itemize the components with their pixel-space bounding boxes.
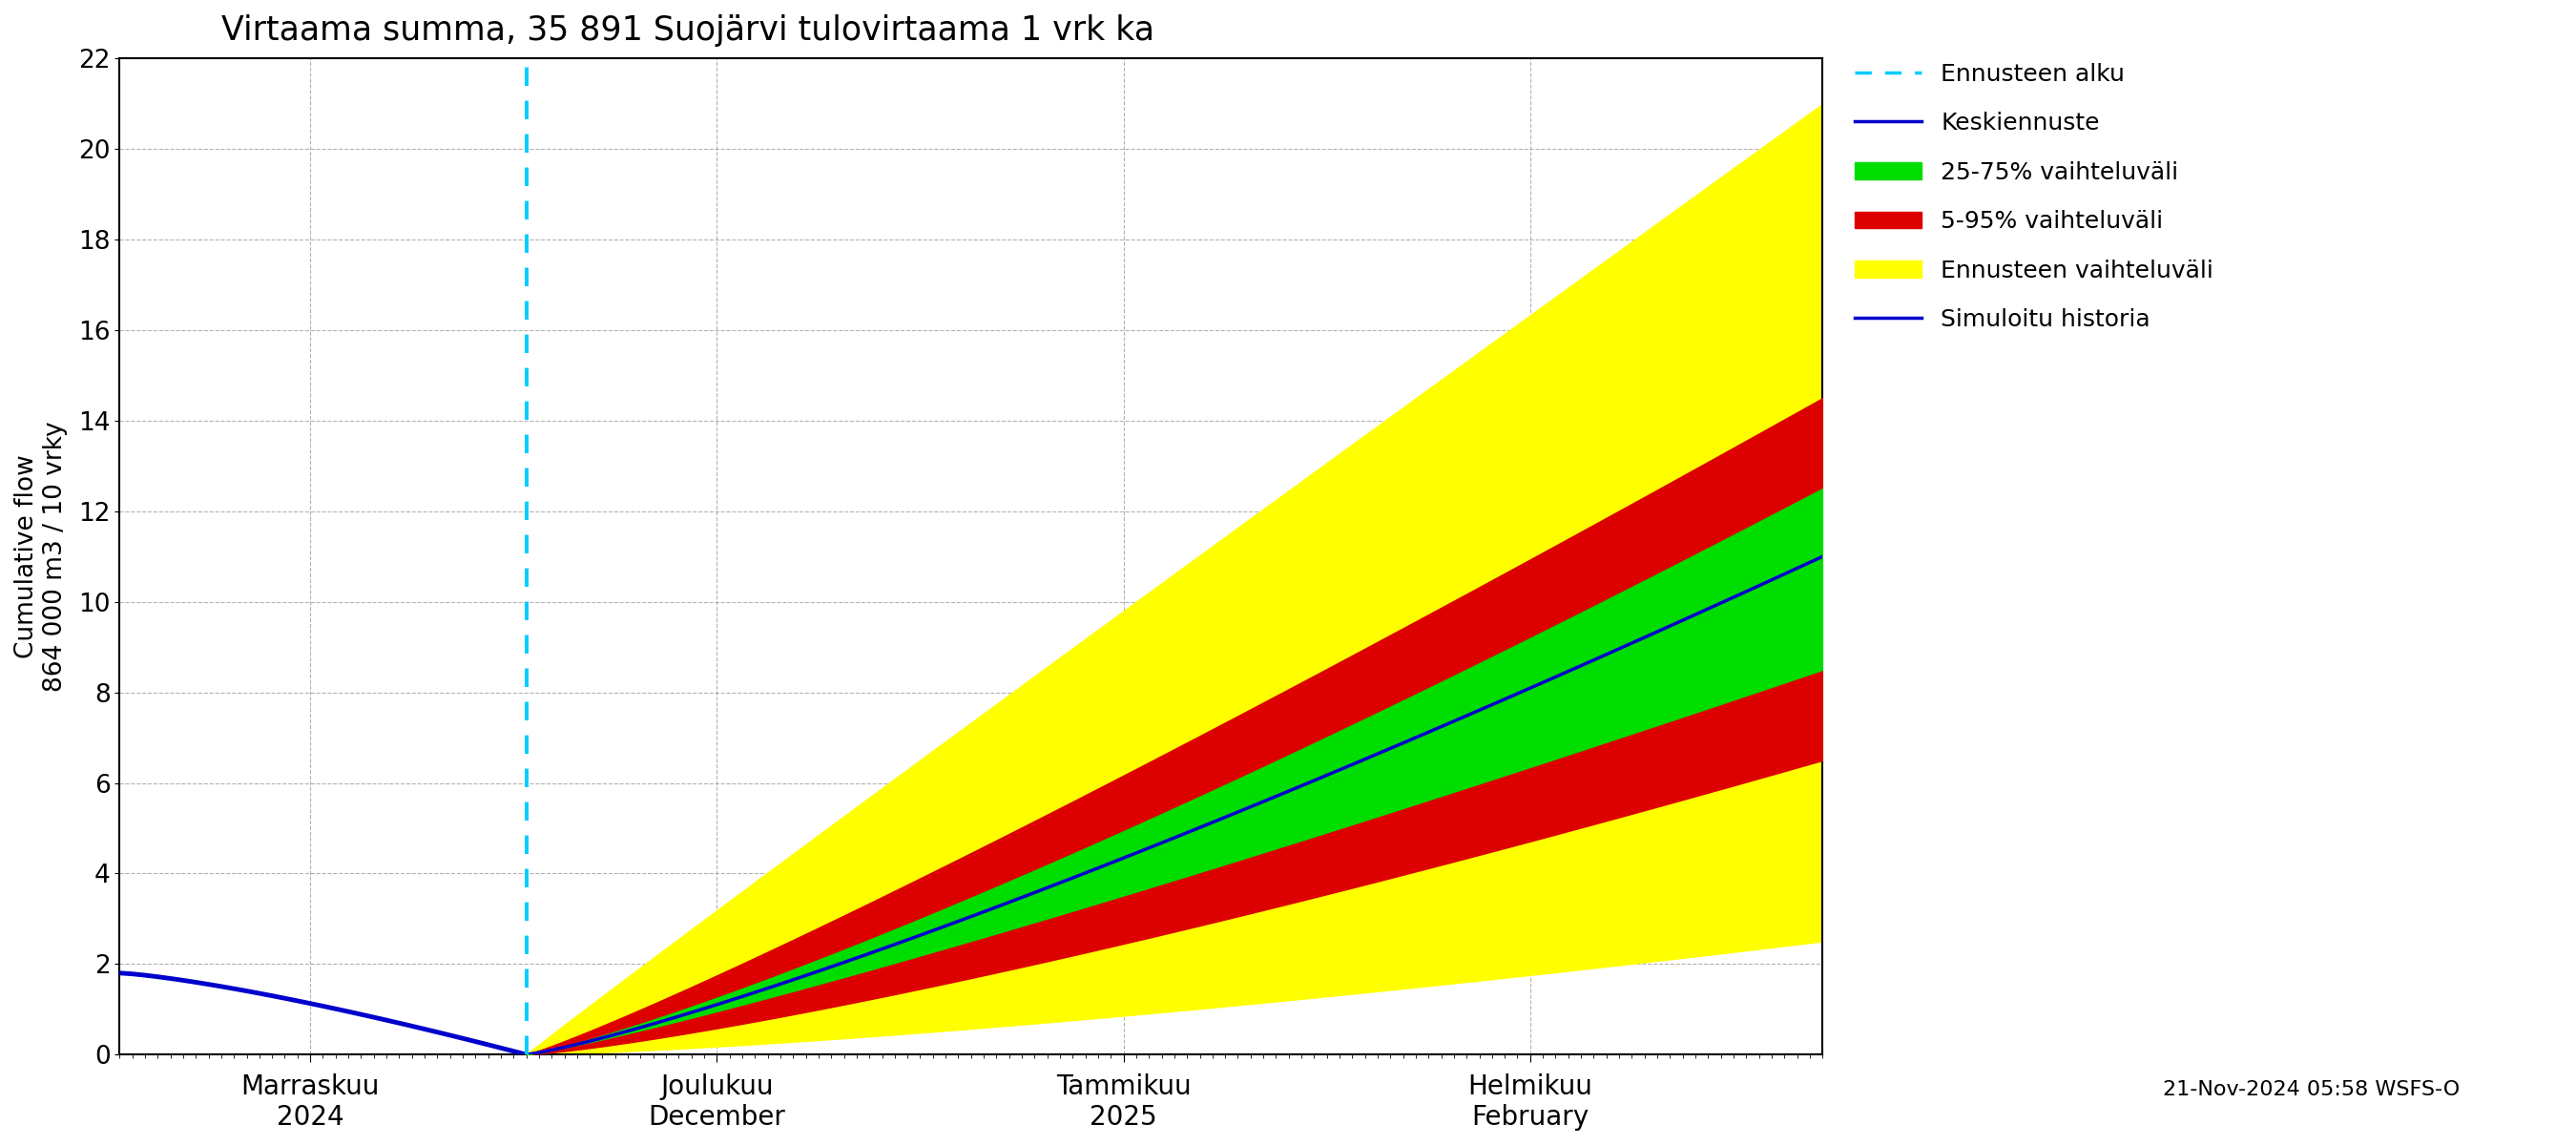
Legend: Ennusteen alku, Keskiennuste, 25-75% vaihteluväli, 5-95% vaihteluväli, Ennusteen: Ennusteen alku, Keskiennuste, 25-75% vai… — [1842, 50, 2226, 344]
Y-axis label: Cumulative flow
864 000 m3 / 10 vrky: Cumulative flow 864 000 m3 / 10 vrky — [15, 421, 67, 692]
Text: Virtaama summa, 35 891 Suojärvi tulovirtaama 1 vrk ka: Virtaama summa, 35 891 Suojärvi tulovirt… — [222, 14, 1154, 47]
Text: 21-Nov-2024 05:58 WSFS-O: 21-Nov-2024 05:58 WSFS-O — [2164, 1080, 2460, 1099]
